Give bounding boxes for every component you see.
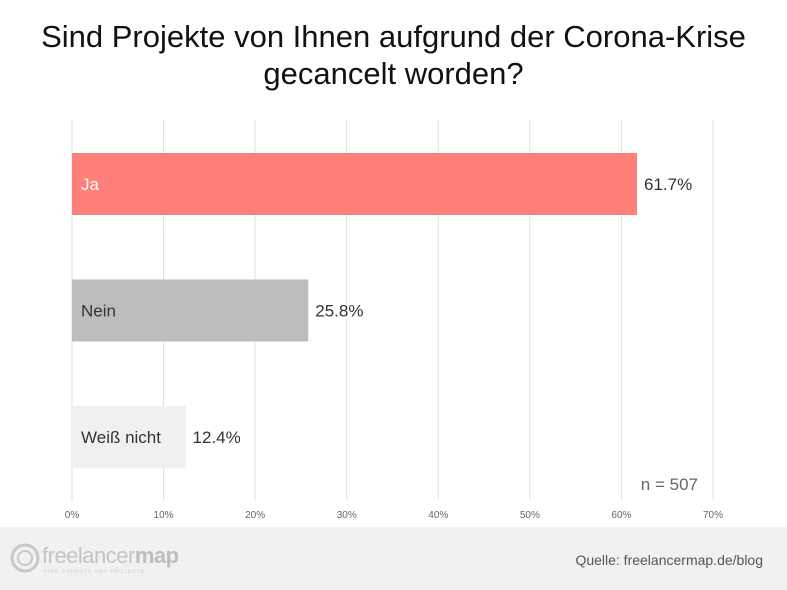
- logo-tagline: FIND EXPERTS AND PROJECTS: [44, 569, 146, 575]
- x-tick-label: 40%: [428, 510, 448, 521]
- bar: [72, 406, 186, 468]
- sample-size-annotation: n = 507: [641, 475, 698, 494]
- logo-wordmark: freelancermap: [42, 543, 179, 568]
- value-label: 61.7%: [644, 175, 692, 194]
- x-tick-label: 70%: [703, 510, 723, 521]
- x-tick-label: 60%: [611, 510, 631, 521]
- category-label: Ja: [81, 175, 100, 194]
- logo-globe-icon: [10, 543, 40, 573]
- bar-chart: Ja 61.7% Nein 25.8% Weiß nicht 12.4% 0% 10% 20%…: [65, 120, 723, 521]
- value-label: 25.8%: [315, 302, 363, 321]
- source-credit: Quelle: freelancermap.de/blog: [575, 552, 763, 568]
- x-tick-label: 50%: [520, 510, 540, 521]
- bar: [72, 279, 309, 342]
- footer: freelancermap FIND EXPERTS AND PROJECTS …: [0, 527, 787, 590]
- x-tick-label: 10%: [154, 510, 174, 521]
- bar: [72, 153, 637, 215]
- x-tick-label: 20%: [245, 510, 265, 521]
- value-label: 12.4%: [193, 428, 241, 447]
- x-tick-label: 30%: [337, 510, 357, 521]
- category-label: Nein: [81, 302, 116, 321]
- x-tick-label: 0%: [65, 510, 80, 521]
- freelancermap-logo: freelancermap FIND EXPERTS AND PROJECTS: [10, 541, 179, 577]
- chart-title: Sind Projekte von Ihnen aufgrund der Cor…: [41, 19, 746, 91]
- category-label: Weiß nicht: [81, 428, 161, 447]
